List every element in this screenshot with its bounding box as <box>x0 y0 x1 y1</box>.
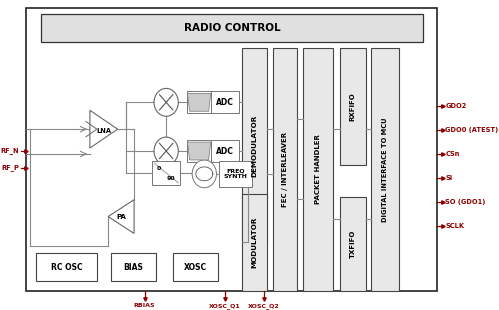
Text: RBIAS: RBIAS <box>134 303 156 308</box>
Text: ADC: ADC <box>216 147 234 156</box>
Text: MODULATOR: MODULATOR <box>251 217 257 268</box>
Bar <box>211 140 239 162</box>
Text: RC OSC: RC OSC <box>51 263 82 272</box>
Text: RF_N: RF_N <box>0 148 19 154</box>
Bar <box>339 48 366 165</box>
Text: SCLK: SCLK <box>445 224 464 229</box>
Text: LNA: LNA <box>96 128 111 134</box>
Text: XOSC_Q1: XOSC_Q1 <box>209 303 241 309</box>
Text: PA: PA <box>116 214 126 219</box>
Bar <box>36 253 97 281</box>
Polygon shape <box>188 142 211 160</box>
Text: ADC: ADC <box>216 98 234 107</box>
Bar <box>41 14 423 42</box>
Text: FEC / INTERLEAVER: FEC / INTERLEAVER <box>282 132 288 207</box>
Circle shape <box>154 137 178 165</box>
Circle shape <box>192 160 217 188</box>
Text: BIAS: BIAS <box>123 263 143 272</box>
Bar <box>211 91 239 113</box>
Text: XOSC_Q2: XOSC_Q2 <box>248 303 279 309</box>
Text: DEMODULATOR: DEMODULATOR <box>251 115 257 177</box>
Bar <box>339 197 366 291</box>
Bar <box>273 48 297 291</box>
Bar <box>187 140 211 162</box>
Text: XOSC: XOSC <box>184 263 207 272</box>
Text: FREQ
SYNTH: FREQ SYNTH <box>224 168 248 179</box>
Text: 0: 0 <box>157 166 161 171</box>
Polygon shape <box>108 200 134 233</box>
Text: SI: SI <box>445 175 453 181</box>
Bar <box>243 48 267 244</box>
Circle shape <box>154 88 178 116</box>
Text: TXFIFO: TXFIFO <box>349 230 356 258</box>
Text: RXFIFO: RXFIFO <box>349 92 356 121</box>
Bar <box>111 253 156 281</box>
Text: PACKET HANDLER: PACKET HANDLER <box>315 135 321 204</box>
Text: RADIO CONTROL: RADIO CONTROL <box>184 23 280 33</box>
Polygon shape <box>90 110 118 148</box>
Polygon shape <box>188 93 211 111</box>
Bar <box>219 161 252 187</box>
Bar <box>187 91 211 113</box>
Bar <box>303 48 333 291</box>
Bar <box>173 253 218 281</box>
Text: RF_P: RF_P <box>1 164 19 171</box>
Text: GDO0 (ATEST): GDO0 (ATEST) <box>445 127 499 133</box>
Text: 90: 90 <box>167 176 176 181</box>
Text: DIGITAL INTERFACE TO MCU: DIGITAL INTERFACE TO MCU <box>382 117 388 222</box>
Text: CSn: CSn <box>445 151 460 157</box>
Bar <box>243 194 267 291</box>
Text: SO (GDO1): SO (GDO1) <box>445 199 486 205</box>
Bar <box>371 48 399 291</box>
Bar <box>152 161 180 185</box>
Text: GDO2: GDO2 <box>445 103 467 109</box>
